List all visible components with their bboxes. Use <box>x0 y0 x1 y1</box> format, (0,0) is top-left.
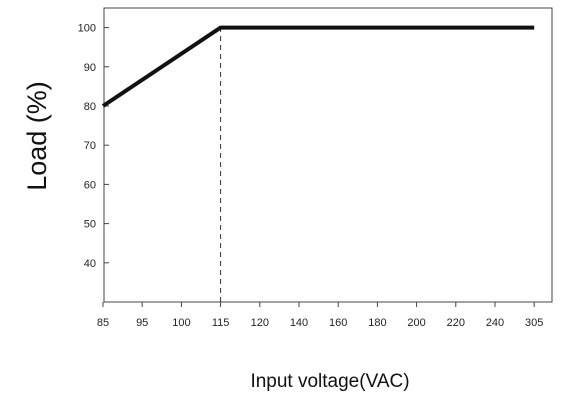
y-tick-label: 100 <box>78 23 96 35</box>
x-tick-label: 85 <box>97 317 109 329</box>
x-axis-title: Input voltage(VAC) <box>250 371 409 392</box>
x-tick-label: 220 <box>447 317 465 329</box>
plot-frame <box>103 7 553 303</box>
x-tick-label: 240 <box>486 317 504 329</box>
y-tick-label: 90 <box>84 62 96 74</box>
x-tick-label: 160 <box>329 317 347 329</box>
x-tick-label: 140 <box>290 317 308 329</box>
y-axis-title: Load (%) <box>22 81 52 191</box>
x-tick-label: 115 <box>212 317 230 329</box>
y-tick-label: 50 <box>84 219 96 231</box>
x-tick-label: 100 <box>172 317 190 329</box>
x-tick-label: 95 <box>136 317 148 329</box>
x-axis: 85 95 100 115 120 140 160 180 200 220 240 305 <box>97 302 543 329</box>
y-tick-label: 60 <box>84 179 96 191</box>
y-tick-label: 40 <box>84 258 96 270</box>
load-derating-line <box>101 25 535 108</box>
x-tick-label: 120 <box>251 317 269 329</box>
x-tick-label: 305 <box>525 317 543 329</box>
x-tick-label: 180 <box>368 317 386 329</box>
y-tick-label: 70 <box>84 140 96 152</box>
x-tick-label: 200 <box>407 317 425 329</box>
y-tick-label: 80 <box>84 101 96 113</box>
series-layer <box>101 25 535 108</box>
